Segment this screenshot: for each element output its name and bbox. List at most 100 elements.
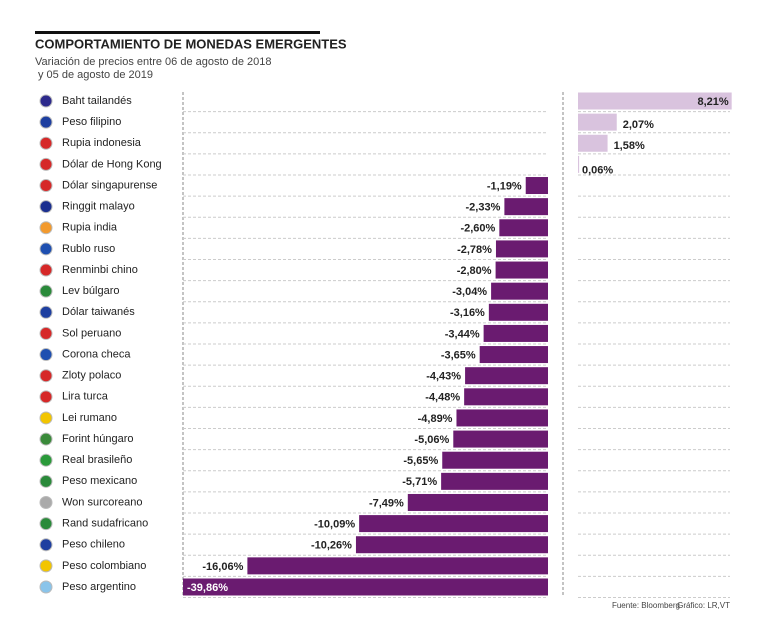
value-label: -3,44% bbox=[445, 328, 480, 340]
bar bbox=[456, 409, 548, 427]
flag-icon bbox=[39, 242, 53, 256]
category-label: Peso colombiano bbox=[62, 560, 146, 572]
category-label: Real brasileño bbox=[62, 454, 132, 466]
category-label: Rupia indonesia bbox=[62, 137, 142, 149]
value-label: -4,43% bbox=[426, 371, 461, 383]
value-label: 2,07% bbox=[623, 119, 654, 131]
flag-icon bbox=[39, 284, 53, 298]
value-label: -2,60% bbox=[460, 223, 495, 235]
chart-title: COMPORTAMIENTO DE MONEDAS EMERGENTES bbox=[35, 36, 347, 51]
flag-icon bbox=[39, 94, 53, 108]
flag-icon bbox=[39, 474, 53, 488]
category-label: Peso chileno bbox=[62, 539, 125, 551]
title-rule bbox=[35, 31, 320, 34]
bar bbox=[495, 240, 548, 258]
bar bbox=[483, 324, 548, 342]
category-label: Rupia india bbox=[62, 222, 118, 234]
category-label: Ringgit malayo bbox=[62, 201, 135, 213]
subtitle: y 05 de agosto de 2019 bbox=[38, 69, 153, 81]
flag-icon bbox=[39, 326, 53, 340]
bar bbox=[407, 493, 548, 511]
flag-icon bbox=[39, 432, 53, 446]
bar bbox=[441, 472, 548, 490]
category-label: Renminbi chino bbox=[62, 264, 138, 276]
flag-icon bbox=[39, 411, 53, 425]
bar bbox=[525, 177, 548, 195]
value-label: -2,80% bbox=[457, 265, 492, 277]
category-label: Won surcoreano bbox=[62, 496, 143, 508]
bar bbox=[465, 367, 548, 385]
category-label: Lira turca bbox=[62, 391, 109, 403]
value-label: -3,16% bbox=[450, 307, 485, 319]
value-label: -4,89% bbox=[418, 413, 453, 425]
value-label: -10,09% bbox=[314, 519, 355, 531]
bar bbox=[504, 198, 548, 216]
flag-icon bbox=[39, 580, 53, 594]
flag-icon bbox=[39, 221, 53, 235]
category-label: Rublo ruso bbox=[62, 243, 115, 255]
value-label: -16,06% bbox=[202, 561, 243, 573]
category-label: Peso mexicano bbox=[62, 475, 137, 487]
flag-icon bbox=[39, 390, 53, 404]
credit: Gráfico: LR,VT bbox=[677, 601, 730, 610]
value-label: -2,33% bbox=[466, 202, 501, 214]
value-label: -3,04% bbox=[452, 286, 487, 298]
category-label: Sol peruano bbox=[62, 327, 121, 339]
subtitle: Variación de precios entre 06 de agosto … bbox=[35, 56, 271, 68]
flag-icon bbox=[39, 263, 53, 277]
category-label: Baht tailandés bbox=[62, 95, 132, 107]
flag-icon bbox=[39, 305, 53, 319]
value-label: -3,65% bbox=[441, 349, 476, 361]
bar bbox=[488, 303, 548, 321]
bar bbox=[578, 92, 732, 110]
bar bbox=[442, 451, 548, 469]
flag-icon bbox=[39, 495, 53, 509]
value-label: -4,48% bbox=[425, 392, 460, 404]
value-label: 8,21% bbox=[697, 96, 728, 108]
category-label: Dólar singapurense bbox=[62, 179, 157, 191]
flag-icon bbox=[39, 179, 53, 193]
bars bbox=[183, 92, 732, 596]
value-label: -5,65% bbox=[403, 455, 438, 467]
flag-icon bbox=[39, 200, 53, 214]
value-label: -1,19% bbox=[487, 180, 522, 192]
flag-icon bbox=[39, 136, 53, 150]
bar bbox=[578, 155, 580, 173]
flag-icon bbox=[39, 538, 53, 552]
category-label: Peso argentino bbox=[62, 581, 136, 593]
category-label: Dólar de Hong Kong bbox=[62, 158, 162, 170]
flag-icon bbox=[39, 115, 53, 129]
category-label: Corona checa bbox=[62, 348, 131, 360]
category-label: Forint húngaro bbox=[62, 433, 134, 445]
bar bbox=[453, 430, 548, 448]
bar bbox=[247, 557, 548, 575]
value-label: -5,06% bbox=[414, 434, 449, 446]
bar bbox=[355, 536, 548, 554]
value-label: -2,78% bbox=[457, 244, 492, 256]
category-label: Lev búlgaro bbox=[62, 285, 120, 297]
flag-icon bbox=[39, 517, 53, 531]
bar bbox=[183, 578, 548, 596]
flag-icon bbox=[39, 348, 53, 362]
flag-icon bbox=[39, 369, 53, 383]
flag-icon bbox=[39, 559, 53, 573]
category-label: Dólar taiwanés bbox=[62, 306, 135, 318]
bar bbox=[359, 515, 548, 533]
bar bbox=[479, 346, 548, 364]
value-label: -7,49% bbox=[369, 497, 404, 509]
flag-icon bbox=[39, 453, 53, 467]
flag-icon bbox=[39, 157, 53, 171]
category-label: Lei rumano bbox=[62, 412, 117, 424]
value-label: 1,58% bbox=[614, 140, 645, 152]
bar bbox=[491, 282, 548, 300]
category-label: Rand sudafricano bbox=[62, 518, 148, 530]
bar bbox=[578, 113, 617, 131]
value-label: -10,26% bbox=[311, 540, 352, 552]
bar bbox=[464, 388, 548, 406]
bar bbox=[578, 134, 608, 152]
value-label: -39,86% bbox=[187, 582, 228, 594]
category-label: Zloty polaco bbox=[62, 370, 121, 382]
value-label: -5,71% bbox=[402, 476, 437, 488]
value-label: 0,06% bbox=[582, 164, 613, 176]
